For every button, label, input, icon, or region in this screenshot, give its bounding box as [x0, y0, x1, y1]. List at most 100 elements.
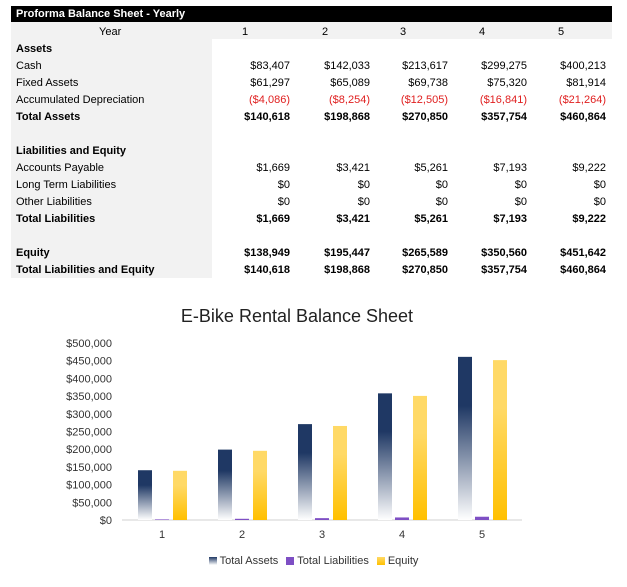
year-header: 1	[241, 26, 249, 38]
cell-value: $400,213	[560, 60, 606, 72]
row-label: Assets	[16, 43, 53, 55]
y-tick-label: $200,000	[66, 444, 112, 456]
cell-value: $7,193	[493, 162, 527, 174]
cell-value: $0	[514, 179, 527, 191]
cell-value: $0	[593, 196, 606, 208]
y-tick-label: $500,000	[66, 338, 112, 350]
cell-value: $0	[514, 196, 527, 208]
bar-equity	[413, 395, 427, 520]
y-tick-label: $250,000	[66, 427, 112, 439]
x-tick-label: 3	[319, 529, 325, 541]
bar-total-liabilities	[315, 518, 329, 520]
cell-value: $83,407	[250, 60, 290, 72]
y-tick-label: $350,000	[66, 391, 112, 403]
bar-total-assets	[298, 424, 312, 520]
cell-value: $140,618	[244, 111, 290, 123]
cell-value: $0	[277, 179, 290, 191]
cell-value: $69,738	[408, 77, 448, 89]
cell-value: $1,669	[256, 162, 290, 174]
year-header: 4	[478, 26, 486, 38]
cell-value: ($12,505)	[400, 94, 448, 106]
bar-equity	[493, 360, 507, 520]
year-header: 3	[399, 26, 407, 38]
cell-value: $195,447	[324, 247, 370, 259]
cell-value: $3,421	[336, 213, 370, 225]
cell-value: $0	[435, 179, 448, 191]
table-row: Long Term Liabilities $0 $0 $0 $0 $0	[11, 177, 612, 194]
row-label: Fixed Assets	[16, 77, 79, 89]
cell-value: $451,642	[560, 247, 606, 259]
cell-value: $270,850	[402, 111, 448, 123]
cell-value: $198,868	[324, 111, 370, 123]
bar-total-liabilities	[395, 517, 409, 520]
table-row: Other Liabilities $0 $0 $0 $0 $0	[11, 194, 612, 211]
legend-swatch	[376, 557, 385, 566]
table-row: Assets	[11, 41, 612, 58]
bar-total-assets	[138, 470, 152, 520]
legend-label: Total Liabilities	[297, 555, 369, 567]
y-tick-label: $300,000	[66, 409, 112, 421]
cell-value: $213,617	[402, 60, 448, 72]
legend-item: Total Liabilities	[286, 555, 369, 567]
bar-total-assets	[458, 356, 472, 520]
cell-value: $0	[435, 196, 448, 208]
cell-value: $0	[357, 179, 370, 191]
cell-value: $299,275	[481, 60, 527, 72]
x-tick-label: 1	[159, 529, 165, 541]
chart-title: E-Bike Rental Balance Sheet	[180, 306, 414, 326]
table-row: Cash $83,407 $142,033 $213,617 $299,275 $400,…	[11, 58, 612, 75]
table-row: Fixed Assets $61,297 $65,089 $69,738 $75,320…	[11, 75, 612, 92]
legend-item: Total Assets	[208, 555, 279, 567]
table-row: Accumulated Depreciation ($4,086) ($8,254)…	[11, 92, 612, 109]
bar-equity	[173, 470, 187, 520]
bar-equity	[253, 450, 267, 520]
legend-swatch	[286, 557, 295, 566]
cell-value: $1,669	[256, 213, 290, 225]
cell-value: $3,421	[336, 162, 370, 174]
y-tick-label: $0	[100, 515, 112, 527]
table-row: Accounts Payable $1,669 $3,421 $5,261 $7,193…	[11, 160, 612, 177]
y-tick-label: $400,000	[66, 373, 112, 385]
row-label: Total Assets	[16, 111, 81, 123]
cell-value: $75,320	[487, 77, 527, 89]
cell-value: $81,914	[566, 77, 606, 89]
cell-value: $270,850	[402, 264, 448, 276]
cell-value: $61,297	[250, 77, 290, 89]
cell-value: $0	[357, 196, 370, 208]
bar-total-assets	[378, 393, 392, 520]
y-tick-label: $450,000	[66, 356, 112, 368]
x-tick-label: 4	[399, 529, 405, 541]
cell-value: $9,222	[572, 213, 606, 225]
table-row: Total Liabilities and Equity $140,618 $198…	[11, 262, 612, 279]
cell-value: $5,261	[414, 162, 448, 174]
legend-item: Equity	[376, 555, 419, 567]
table-row: Liabilities and Equity	[11, 143, 612, 160]
row-label: Equity	[16, 247, 50, 259]
bar-total-assets	[218, 449, 232, 520]
cell-value: ($21,264)	[558, 94, 606, 106]
y-tick-label: $50,000	[72, 497, 112, 509]
row-label: Liabilities and Equity	[16, 145, 127, 157]
cell-value: $460,864	[560, 111, 606, 123]
year-header: 5	[557, 26, 565, 38]
cell-value: $138,949	[244, 247, 290, 259]
cell-value: $0	[593, 179, 606, 191]
cell-value: $142,033	[324, 60, 370, 72]
cell-value: $5,261	[414, 213, 448, 225]
row-label: Long Term Liabilities	[16, 179, 117, 191]
x-tick-label: 2	[239, 529, 245, 541]
cell-value: $7,193	[493, 213, 527, 225]
cell-value: $198,868	[324, 264, 370, 276]
cell-value: $65,089	[330, 77, 370, 89]
cell-value: $357,754	[481, 111, 527, 123]
cell-value: $9,222	[572, 162, 606, 174]
year-header-background	[212, 22, 612, 39]
bar-total-liabilities	[475, 516, 489, 520]
legend-label: Equity	[387, 555, 419, 567]
cell-value: ($8,254)	[329, 94, 370, 106]
row-label: Total Liabilities and Equity	[16, 264, 155, 276]
legend-label: Total Assets	[219, 555, 279, 567]
row-label: Accumulated Depreciation	[16, 94, 145, 106]
cell-value: $350,560	[481, 247, 527, 259]
